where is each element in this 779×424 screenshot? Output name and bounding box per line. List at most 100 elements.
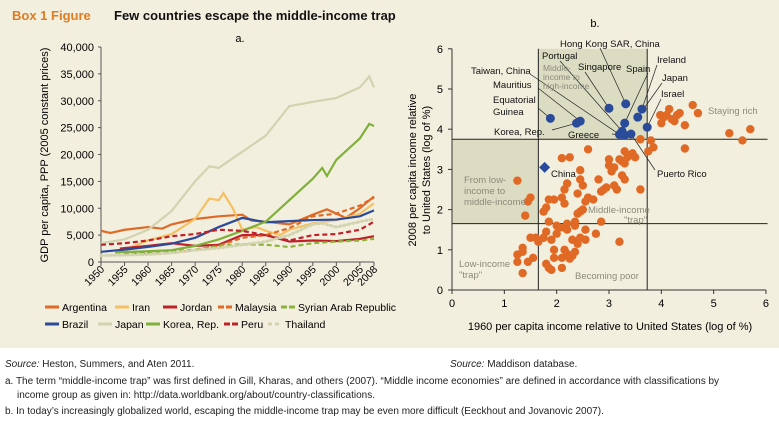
scatter-point <box>518 268 527 278</box>
scatter-point <box>738 136 747 145</box>
y-tick-label: 30,000 <box>60 96 94 108</box>
scatter-point <box>581 197 590 206</box>
leader-line <box>559 60 623 132</box>
scatter-point <box>688 100 697 110</box>
scatter-point <box>636 135 645 144</box>
region-low-mid-1: From low- <box>464 175 506 186</box>
region-labels: Middle- income to high-income From low- … <box>459 63 758 282</box>
source-left: Source: Heston, Summers, and Aten 2011. <box>5 359 194 370</box>
region-low-mid-2: income to <box>464 186 505 197</box>
scatter-point <box>547 265 556 275</box>
label-greece: Greece <box>568 130 599 141</box>
leader-line <box>584 71 610 109</box>
leader-line <box>624 72 649 124</box>
label-israel: Israel <box>661 89 684 100</box>
label-hong-kong: Hong Kong SAR, China <box>560 39 661 50</box>
scatter-point <box>591 229 601 238</box>
source-left-text: Heston, Summers, and Aten 2011. <box>42 359 195 370</box>
scatter-point-diamond <box>539 161 551 173</box>
y-tick-label: 10,000 <box>60 203 94 215</box>
footnote-a-cont: income group as given in: http://data.wo… <box>17 390 375 401</box>
charts-canvas: a. b. 0 5,000 10,000 15,000 20,000 25,000 30,0… <box>39 18 769 333</box>
scatter-point <box>589 195 598 204</box>
label-japan: Japan <box>662 73 688 84</box>
y-tick-label: 15,000 <box>60 176 94 188</box>
x-tick-label: 1955 <box>106 264 131 289</box>
scatter-point <box>549 253 559 263</box>
y-tick-label: 5,000 <box>66 230 94 242</box>
region-low-mid-3: middle-income <box>464 197 526 208</box>
scatter-point <box>560 185 569 194</box>
scatter-point <box>594 175 603 184</box>
scatter-point <box>656 110 665 120</box>
right-x-axis-label: 1960 per capita income relative to Unite… <box>468 321 752 333</box>
scatter-point-labeled <box>604 103 614 113</box>
scatter-point <box>604 155 614 164</box>
scatter-point <box>664 104 674 114</box>
scatter-point <box>539 207 548 216</box>
scatter-point <box>615 155 624 164</box>
scatter-point <box>578 181 588 190</box>
region-low-trap-1: Low-income <box>459 259 510 270</box>
scatter-point <box>596 217 606 226</box>
scatter-point <box>557 253 567 263</box>
y-tick-label: 2 <box>437 205 443 217</box>
scatter-point <box>562 225 572 234</box>
scatter-point-labeled <box>626 129 636 139</box>
label-china: China <box>551 169 577 180</box>
point-labels: Hong Kong SAR, China Portugal Singapore … <box>471 39 707 180</box>
scatter-point <box>693 108 703 118</box>
scatter-point <box>746 125 755 134</box>
leader-line <box>537 87 581 122</box>
leader-line <box>630 133 656 171</box>
scatter-point <box>573 209 582 218</box>
box-label: Box 1 Figure <box>12 8 91 23</box>
label-taiwan: Taiwan, China <box>471 66 531 77</box>
figure-title: Few countries escape the middle-income t… <box>114 8 396 23</box>
scatter-point <box>544 217 554 226</box>
scatter-point <box>570 221 580 230</box>
scatter-point <box>521 211 530 220</box>
legend-label: Jordan <box>180 302 212 314</box>
scatter-point <box>562 219 572 228</box>
source-right-text: Maddison database. <box>487 359 578 370</box>
legend-label: Japan <box>115 319 144 331</box>
scatter-point <box>576 166 585 175</box>
label-puerto-rico: Puerto Rico <box>657 169 707 180</box>
x-tick-label: 0 <box>449 298 455 310</box>
scatter-point <box>612 185 622 194</box>
y-tick-label: 40,000 <box>60 42 94 54</box>
label-ireland: Ireland <box>657 55 686 66</box>
scatter-point <box>523 197 533 206</box>
scatter-point <box>544 195 554 204</box>
scatter-point <box>539 233 548 242</box>
region-shade-low-to-mid <box>452 139 539 224</box>
legend-label: Malaysia <box>235 302 277 314</box>
region-mid-high-2: income to <box>543 72 580 82</box>
legend-label: Iran <box>132 302 150 314</box>
y-tick-label: 20,000 <box>60 150 94 162</box>
scatter-point <box>680 144 690 153</box>
y-tick-label: 6 <box>437 44 443 56</box>
line-chart: 0 5,000 10,000 15,000 20,000 25,000 30,000 35,0… <box>60 42 380 289</box>
scatter-point <box>557 263 567 273</box>
scatter-point <box>513 176 522 185</box>
x-tick-label: 1 <box>501 298 507 310</box>
x-tick-label: 1990 <box>270 264 295 289</box>
footnote-a: a. The term “middle-income trap” was fir… <box>5 376 720 387</box>
scatter-point <box>547 235 556 244</box>
scatter-point <box>549 245 559 254</box>
region-mid-high-1: Middle- <box>543 63 571 73</box>
x-tick-label: 1960 <box>129 264 154 289</box>
region-mid-high-3: high-income <box>543 81 590 91</box>
footnote-b: b. In today’s increasingly globalized wo… <box>5 406 604 417</box>
label-singapore: Singapore <box>578 62 621 73</box>
region-mid-trap-2: "trap" <box>624 215 647 226</box>
scatter-point-labeled <box>620 118 630 128</box>
left-y-axis-label: GDP per capita, PPP (2005 constant price… <box>39 48 51 263</box>
scatter-point-labeled <box>545 113 555 123</box>
x-tick-label: 1975 <box>200 264 225 289</box>
right-y-axis-label-line2: to United States (log of %) <box>421 106 433 234</box>
scatter-point <box>725 129 734 138</box>
